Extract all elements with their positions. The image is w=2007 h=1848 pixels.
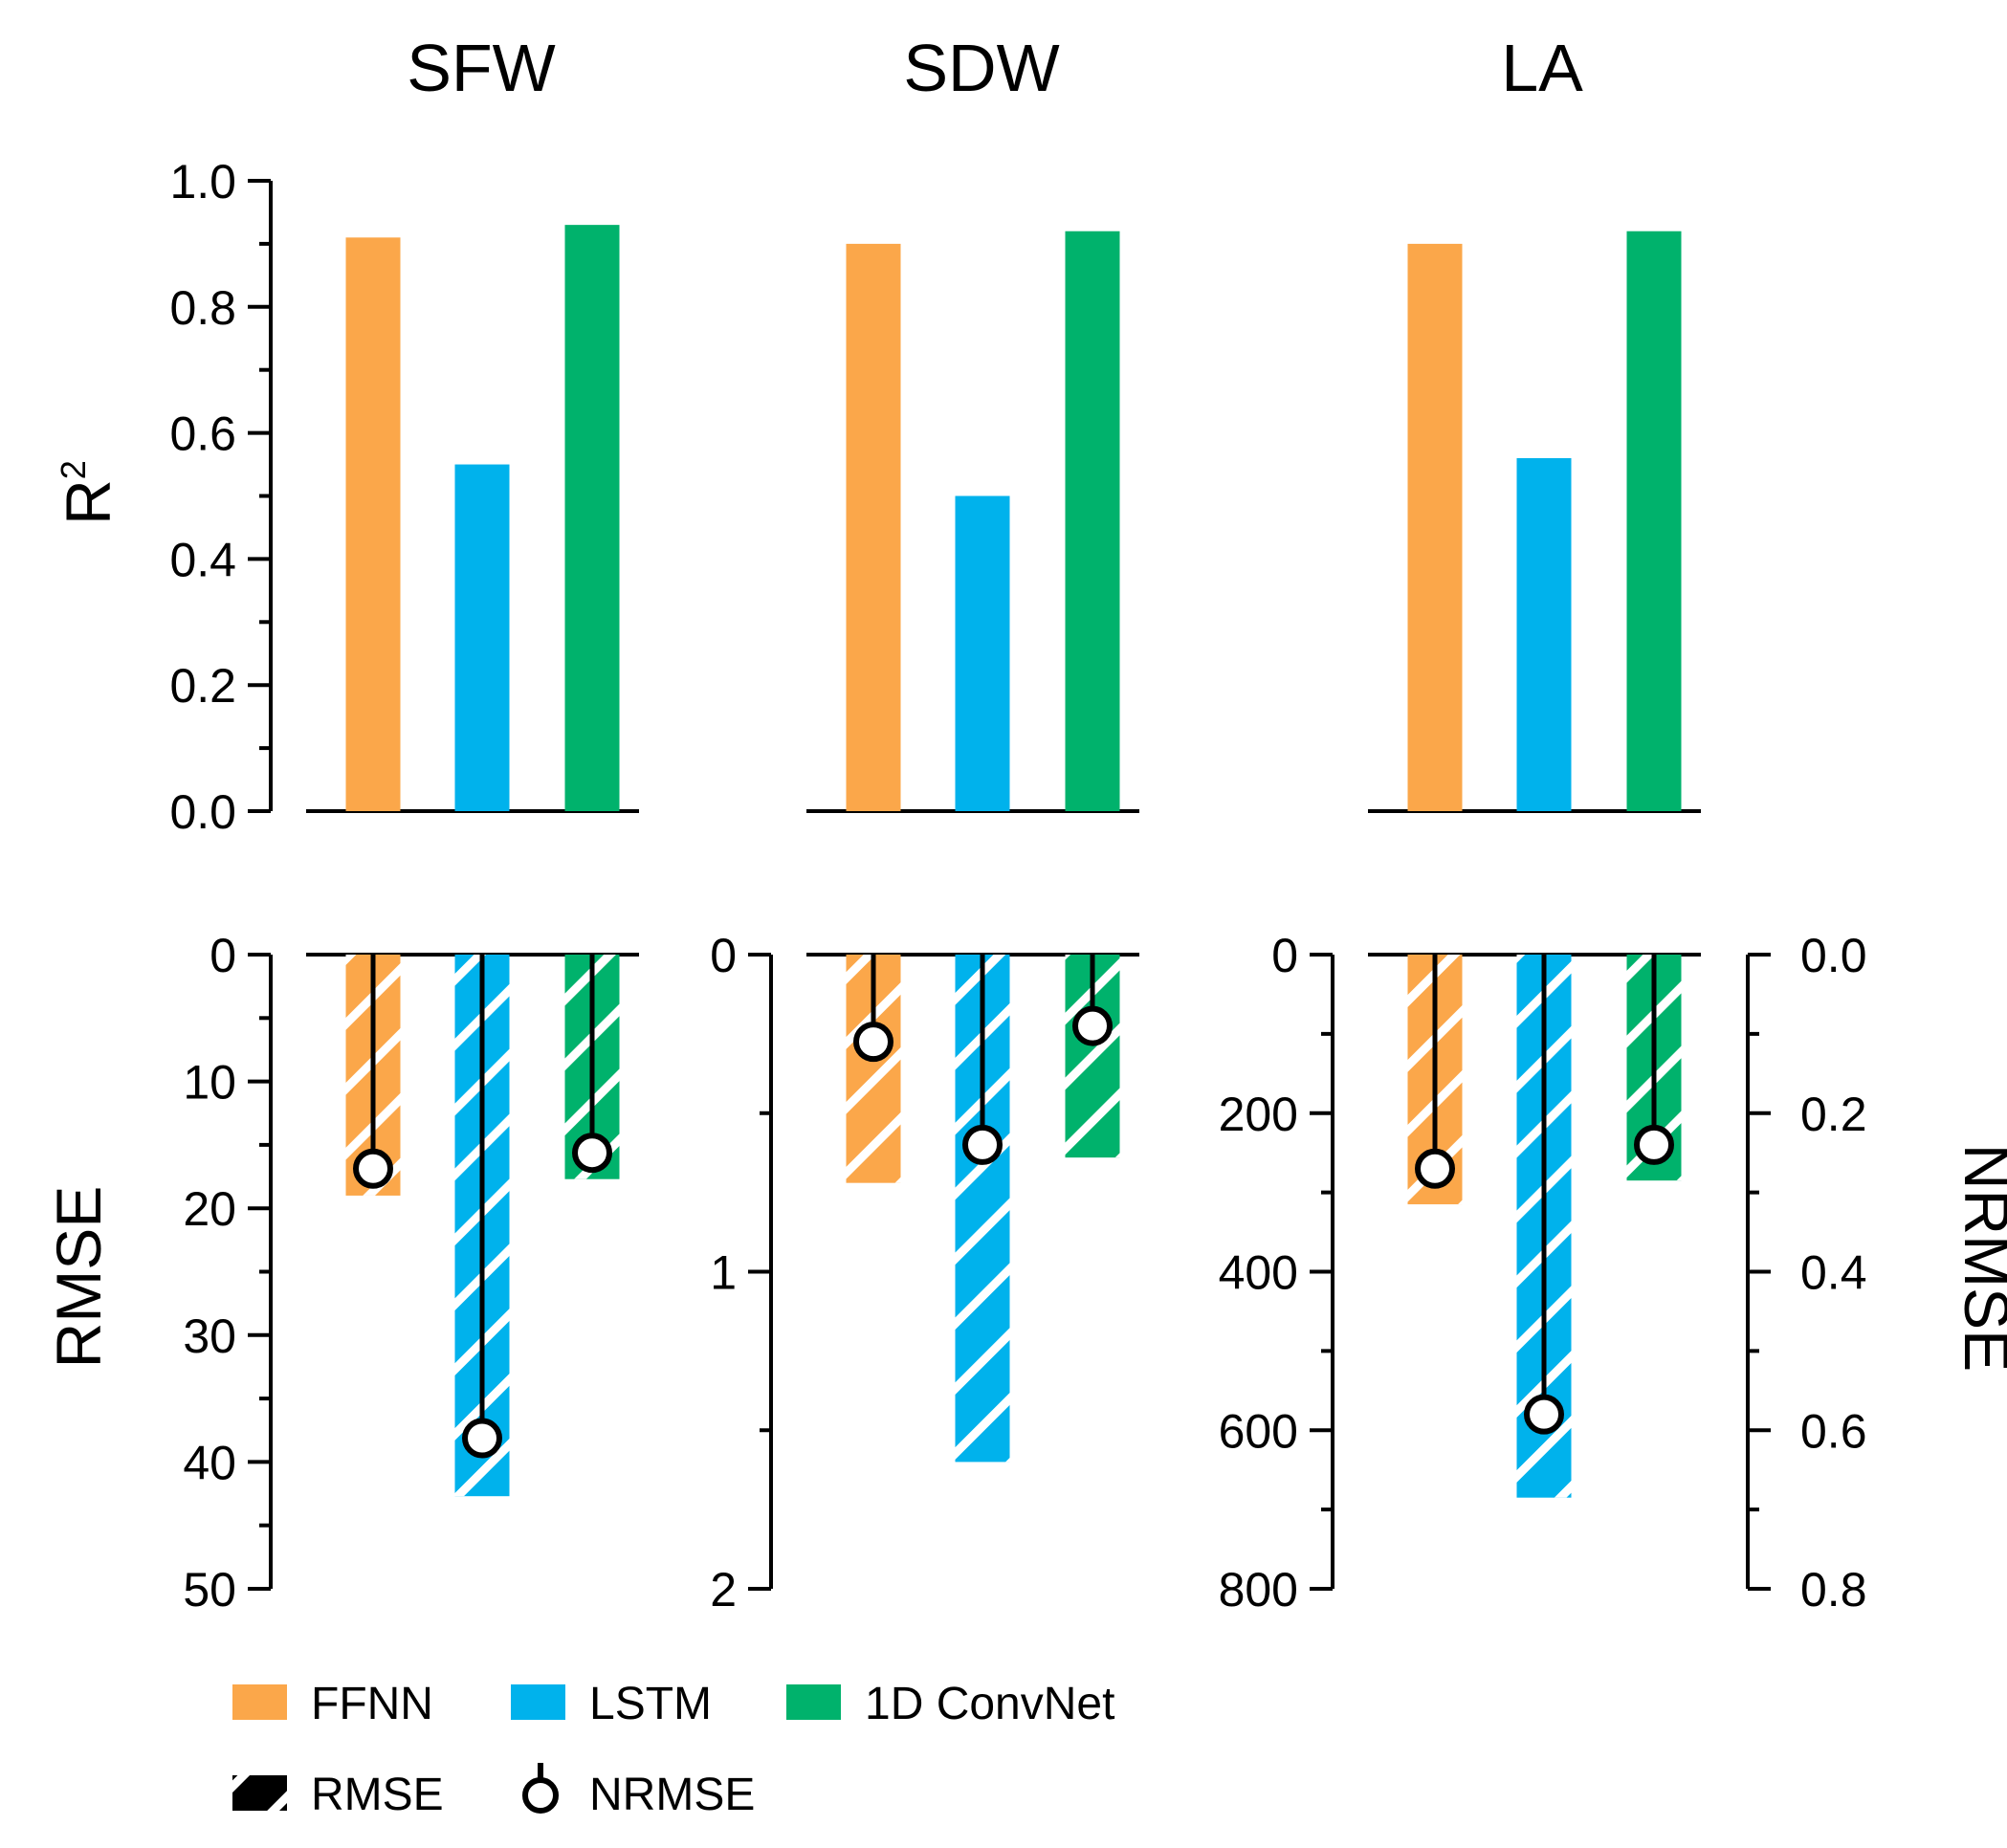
rmse-tick-label-sfw: 10 xyxy=(183,1056,236,1110)
legend-label-1d-convnet: 1D ConvNet xyxy=(865,1679,1114,1729)
r2-axis-label: R2 xyxy=(53,460,123,525)
rmse-tick-label-la: 400 xyxy=(1219,1246,1298,1300)
rmse-tick-label-la: 600 xyxy=(1219,1404,1298,1458)
legend-swatch-lstm xyxy=(511,1684,565,1720)
nrmse-marker-sdw-1d-convnet xyxy=(1072,1005,1113,1046)
nrmse-tick-label: 0.2 xyxy=(1800,1088,1867,1141)
r2-tick-label: 0.6 xyxy=(169,407,236,461)
legend-label-nrmse: NRMSE xyxy=(589,1770,755,1820)
nrmse-marker-sdw-lstm xyxy=(962,1124,1003,1165)
rmse-tick-label-sdw: 2 xyxy=(710,1563,737,1617)
nrmse-marker-sdw-ffnn xyxy=(853,1022,893,1063)
nrmse-marker-la-ffnn xyxy=(1415,1148,1455,1189)
r2-tick-label: 0.4 xyxy=(169,533,236,586)
rmse-tick-label-sdw: 0 xyxy=(710,929,737,982)
nrmse-marker-sfw-ffnn xyxy=(353,1148,393,1189)
rmse-axis-label: RMSE xyxy=(43,1186,114,1369)
r2-bar-la-lstm xyxy=(1516,457,1572,811)
rmse-tick-label-la: 0 xyxy=(1271,929,1298,982)
r2-tick-label: 1.0 xyxy=(169,155,236,209)
legend-swatch-1d-convnet xyxy=(786,1684,841,1720)
panel-title-la: LA xyxy=(1501,31,1583,105)
legend-label-rmse: RMSE xyxy=(311,1770,444,1820)
nrmse-marker-sfw-lstm xyxy=(462,1418,502,1459)
nrmse-tick-label: 0.6 xyxy=(1800,1404,1867,1458)
rmse-tick-label-sfw: 0 xyxy=(210,929,236,982)
r2-bar-la-ffnn xyxy=(1407,243,1463,811)
r2-bar-sfw-lstm xyxy=(454,464,510,811)
rmse-tick-label-sfw: 20 xyxy=(183,1182,236,1236)
r2-bar-la-1d-convnet xyxy=(1626,231,1682,812)
legend-hatch-overlay xyxy=(232,1775,287,1811)
rmse-tick-label-la: 800 xyxy=(1219,1563,1298,1617)
legend-swatch-ffnn xyxy=(232,1684,287,1720)
r2-bar-sfw-1d-convnet xyxy=(564,225,620,811)
legend: FFNN LSTM 1D ConvNet RMSE NRMSE xyxy=(232,1679,1114,1820)
legend-label-ffnn: FFNN xyxy=(311,1679,433,1729)
r2-bar-sfw-ffnn xyxy=(345,237,401,811)
rmse-tick-label-sfw: 50 xyxy=(183,1563,236,1617)
bars-layer xyxy=(345,225,1682,1498)
rmse-tick-label-sdw: 1 xyxy=(710,1246,737,1300)
r2-bar-sdw-lstm xyxy=(955,495,1010,811)
panel-title-sfw: SFW xyxy=(407,31,556,105)
nrmse-tick-label: 0.8 xyxy=(1800,1563,1867,1617)
nrmse-marker-la-1d-convnet xyxy=(1634,1124,1674,1165)
nrmse-marker-sfw-1d-convnet xyxy=(572,1133,612,1174)
legend-nrmse-marker-icon xyxy=(522,1777,559,1814)
axes-layer: 0.00.20.40.60.81.00102030405001202004006… xyxy=(169,155,1866,1617)
rmse-tick-label-sfw: 30 xyxy=(183,1309,236,1363)
rmse-tick-label-la: 200 xyxy=(1219,1088,1298,1141)
nrmse-axis-label: NRMSE xyxy=(1952,1144,2007,1372)
r2-bar-sdw-ffnn xyxy=(846,243,901,811)
nrmse-tick-label: 0.4 xyxy=(1800,1246,1867,1300)
nrmse-marker-la-lstm xyxy=(1524,1394,1564,1435)
legend-label-lstm: LSTM xyxy=(589,1679,712,1729)
r2-tick-label: 0.8 xyxy=(169,281,236,335)
r2-tick-label: 0.0 xyxy=(169,785,236,839)
panel-title-sdw: SDW xyxy=(903,31,1059,105)
r2-tick-label: 0.2 xyxy=(169,659,236,713)
stems-layer xyxy=(353,955,1674,1459)
rmse-tick-label-sfw: 40 xyxy=(183,1436,236,1489)
r2-bar-sdw-1d-convnet xyxy=(1065,231,1120,812)
nrmse-tick-label: 0.0 xyxy=(1800,929,1867,982)
